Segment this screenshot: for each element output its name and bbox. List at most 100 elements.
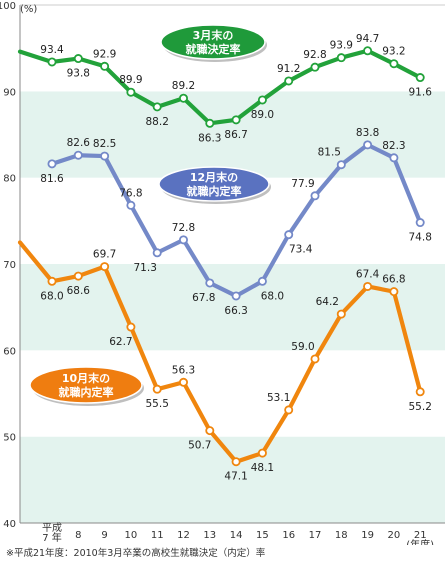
data-point-0-0 xyxy=(47,57,57,67)
data-point-0-14 xyxy=(415,73,425,83)
data-label-0-7: 86.7 xyxy=(224,129,247,141)
x-tick-label-8: 15 xyxy=(256,530,269,541)
data-label-0-0: 93.4 xyxy=(40,44,64,56)
x-tick-label-11: 18 xyxy=(335,530,348,541)
data-label-2-5: 56.3 xyxy=(172,364,195,376)
background-bands xyxy=(20,5,445,523)
data-point-1-6 xyxy=(205,278,215,288)
badge-oval-2 xyxy=(29,366,143,404)
data-label-1-5: 72.8 xyxy=(172,222,195,234)
data-label-0-3: 89.9 xyxy=(119,74,142,86)
series-line-2 xyxy=(17,240,423,464)
data-point-0-9 xyxy=(284,76,294,86)
x-tick-label-3: 10 xyxy=(125,530,138,541)
data-label-2-4: 55.5 xyxy=(146,398,169,410)
x-tick-label-1: 8 xyxy=(75,530,81,541)
data-label-1-7: 66.3 xyxy=(224,305,247,317)
data-label-0-2: 92.9 xyxy=(93,48,116,60)
data-point-0-1 xyxy=(73,54,83,64)
x-tick-label-7: 14 xyxy=(230,530,243,541)
x-tick-label-5: 12 xyxy=(177,530,190,541)
data-label-1-3: 76.8 xyxy=(119,187,142,199)
data-label-0-9: 91.2 xyxy=(277,63,300,75)
data-label-0-12: 94.7 xyxy=(356,33,379,45)
data-point-0-5 xyxy=(178,93,188,103)
y-unit-label: (%) xyxy=(20,4,37,15)
data-label-2-1: 68.6 xyxy=(67,285,91,297)
data-point-2-0 xyxy=(47,276,57,286)
x-tick-label-12: 19 xyxy=(361,530,374,541)
data-point-2-9 xyxy=(284,405,294,415)
data-point-2-4 xyxy=(152,384,162,394)
data-labels: 93.493.892.9 89.9 88.2 89.2 86.3 86.7 89.0 91.2… xyxy=(40,33,432,483)
data-label-2-0: 68.0 xyxy=(40,290,63,302)
data-label-0-11: 93.9 xyxy=(330,40,353,52)
band-80-90 xyxy=(20,91,445,178)
data-point-1-2 xyxy=(100,151,110,161)
data-point-1-5 xyxy=(178,235,188,245)
badge-text-line1-0: 3月末の xyxy=(193,28,234,42)
x-tick-label-6: 13 xyxy=(203,530,216,541)
data-label-0-13: 93.2 xyxy=(382,46,405,58)
data-point-2-14 xyxy=(415,387,425,397)
data-label-0-10: 92.8 xyxy=(303,49,326,61)
footnote: ※平成21年度：2010年3月卒業の高校生就職決定（内定）率 xyxy=(6,548,266,559)
axes: 40 50 60 70 80 90 100 (%) 平成7 年 8 9 10 11 12 13 14 15 16 1… xyxy=(0,1,445,545)
y-tick-label-70: 70 xyxy=(3,260,16,271)
data-point-1-7 xyxy=(231,291,241,301)
badge-oval-0 xyxy=(160,24,266,60)
data-label-1-12: 83.8 xyxy=(356,127,379,139)
data-point-0-11 xyxy=(336,53,346,63)
x-tick-label-9: 16 xyxy=(282,530,295,541)
data-label-0-5: 89.2 xyxy=(172,80,195,92)
data-point-0-10 xyxy=(310,62,320,72)
data-label-1-1: 82.6 xyxy=(67,137,91,149)
series-line-0 xyxy=(17,48,423,126)
data-point-1-10 xyxy=(310,191,320,201)
data-label-0-1: 93.8 xyxy=(67,68,90,80)
data-label-2-14: 55.2 xyxy=(409,401,432,413)
data-label-2-11: 64.2 xyxy=(316,296,339,308)
data-point-1-3 xyxy=(126,200,136,210)
data-point-0-8 xyxy=(257,95,267,105)
data-label-1-10: 77.9 xyxy=(291,178,314,190)
badge-text-line2-1: 就職内定率 xyxy=(187,184,242,198)
data-label-1-4: 71.3 xyxy=(134,262,157,274)
data-point-0-7 xyxy=(231,115,241,125)
y-tick-label-60: 60 xyxy=(3,346,16,357)
data-point-0-12 xyxy=(363,46,373,56)
data-point-1-4 xyxy=(152,248,162,258)
data-point-2-11 xyxy=(336,309,346,319)
data-point-2-3 xyxy=(126,322,136,332)
data-point-0-2 xyxy=(100,61,110,71)
y-tick-label-90: 90 xyxy=(3,87,16,98)
data-point-1-0 xyxy=(47,159,57,169)
data-label-0-14: 91.6 xyxy=(409,87,433,99)
data-point-1-14 xyxy=(415,218,425,228)
data-point-0-3 xyxy=(126,87,136,97)
data-label-1-6: 67.8 xyxy=(192,292,215,304)
y-tick-label-50: 50 xyxy=(3,433,16,444)
data-label-1-9: 73.4 xyxy=(289,244,313,256)
data-point-2-7 xyxy=(231,457,241,467)
x-tick-label-0a: 平成 xyxy=(42,522,62,534)
data-label-0-4: 88.2 xyxy=(146,116,169,128)
data-point-1-9 xyxy=(284,230,294,240)
badge-text-line2-2: 就職内定率 xyxy=(59,385,114,399)
data-label-2-3: 62.7 xyxy=(109,336,132,348)
y-tick-label-80: 80 xyxy=(3,174,16,185)
data-label-2-8: 48.1 xyxy=(251,462,274,474)
data-label-1-14: 74.8 xyxy=(409,232,432,244)
data-label-2-10: 59.0 xyxy=(291,341,314,353)
x-tick-label-13: 20 xyxy=(388,530,401,541)
data-point-2-10 xyxy=(310,354,320,364)
badge-text-line1-1: 12月末の xyxy=(190,170,238,184)
band-40-50 xyxy=(20,436,445,523)
data-label-2-2: 69.7 xyxy=(93,249,116,261)
data-point-2-2 xyxy=(100,262,110,272)
data-label-2-6: 50.7 xyxy=(188,440,211,452)
employment-rate-line-chart: 40 50 60 70 80 90 100 (%) 平成7 年 8 9 10 11 12 13 14 15 16 1… xyxy=(0,1,445,545)
y-tick-label-100: 100 xyxy=(0,1,16,12)
